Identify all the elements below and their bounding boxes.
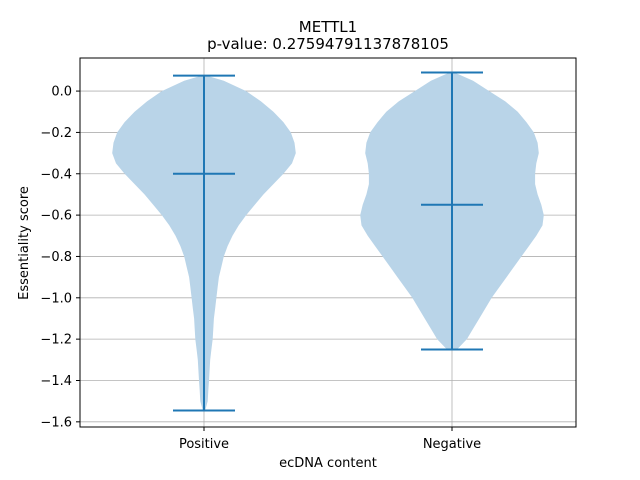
x-tick-label-negative: Negative [423,437,481,452]
x-axis-label: ecDNA content [279,456,377,471]
y-tick-label: −1.4 [40,374,72,389]
y-tick-label: −0.2 [40,126,72,141]
chart-title: METTL1 [299,18,357,36]
chart-subtitle: p-value: 0.27594791137878105 [207,35,449,53]
y-tick-label: −1.6 [40,415,72,430]
y-tick-label: −0.4 [40,167,72,182]
x-axis-ticks: Positive Negative [179,427,481,452]
stats-layer [173,71,483,412]
y-tick-label: 0.0 [51,85,72,100]
y-axis-label: Essentiality score [17,186,32,300]
plot-frame [79,57,577,428]
x-tick-label-positive: Positive [179,437,229,452]
y-tick-label: −1.0 [40,291,72,306]
y-tick-label: −0.6 [40,209,72,224]
y-tick-label: −0.8 [40,250,72,265]
y-tick-label: −1.2 [40,333,72,348]
y-axis-ticks: 0.0 −0.2 −0.4 −0.6 −0.8 −1.0 −1.2 −1.4 −1.6 [40,85,80,430]
